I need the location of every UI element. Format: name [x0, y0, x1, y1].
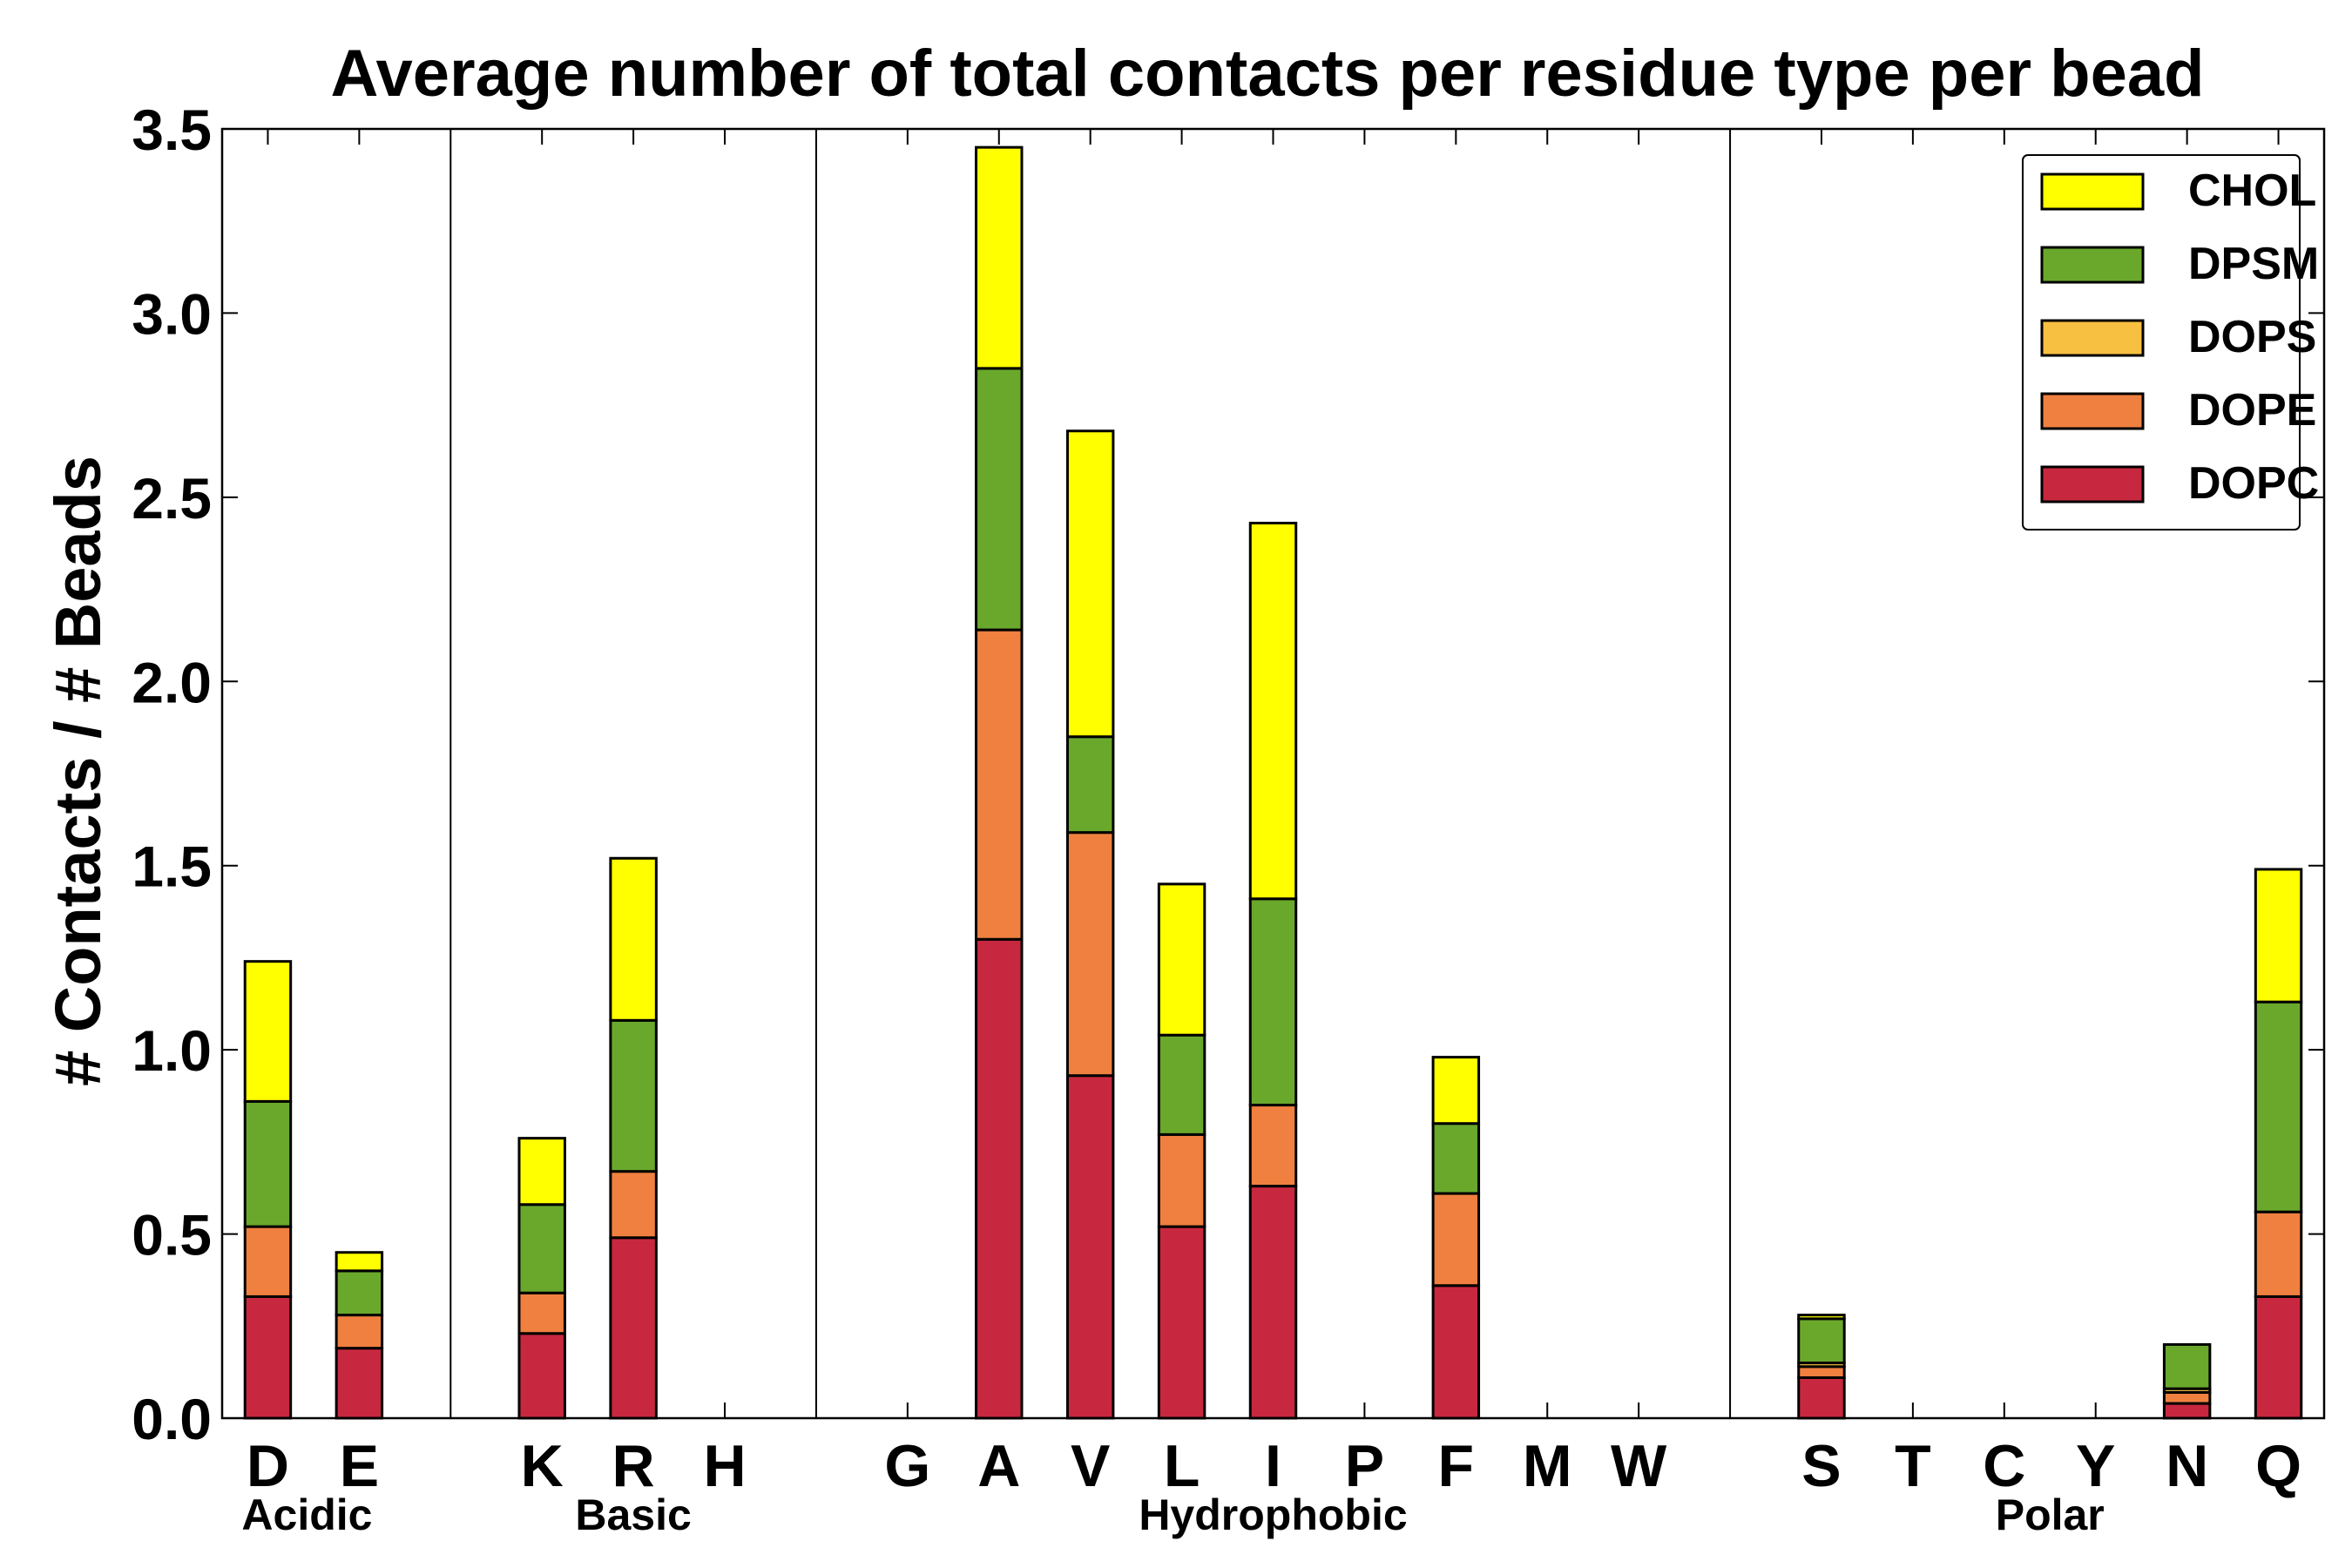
bar-segment-dpsm: [517, 1203, 566, 1294]
x-tick-label: C: [1983, 1433, 2025, 1499]
bar-segment-dopc: [2162, 1402, 2212, 1420]
bar-segment-chol: [1157, 882, 1206, 1037]
x-tick-label: A: [977, 1433, 1020, 1499]
legend-label-dopc: DOPC: [2188, 458, 2319, 509]
bar-segment-dpsm: [1157, 1033, 1206, 1136]
y-tick-label: 1.0: [132, 1018, 212, 1083]
bar-segment-dope: [1248, 1104, 1298, 1188]
bar-segment-dope: [335, 1314, 384, 1350]
x-tick-label: E: [340, 1433, 379, 1499]
bar-segment-dpsm: [1431, 1122, 1481, 1195]
bar-segment-chol: [243, 960, 293, 1103]
y-axis-label: # Contacts / # Beads: [42, 456, 114, 1086]
bar-segment-dopc: [1248, 1185, 1298, 1420]
y-tick-label: 3.0: [132, 281, 212, 346]
bar-segment-chol: [517, 1137, 566, 1206]
legend-swatch-dope: [2040, 392, 2145, 430]
bar-segment-dopc: [2254, 1294, 2303, 1420]
x-tick-label: V: [1071, 1433, 1110, 1499]
bar-segment-dope: [1431, 1192, 1481, 1288]
legend-swatch-dpsm: [2040, 246, 2145, 284]
group-label: Basic: [575, 1490, 691, 1539]
group-label: Polar: [1996, 1490, 2105, 1539]
legend-label-dope: DOPE: [2188, 385, 2316, 436]
legend-swatch-dops: [2040, 319, 2145, 357]
x-tick-label: T: [1895, 1433, 1931, 1499]
bar-segment-dope: [517, 1291, 566, 1335]
y-tick-label: 3.5: [132, 98, 212, 162]
y-tick-label: 0.5: [132, 1203, 212, 1267]
bar-segment-dpsm: [1248, 897, 1298, 1107]
bar-segment-dopc: [335, 1347, 384, 1420]
bar-segment-chol: [335, 1251, 384, 1273]
x-tick-label: Y: [2076, 1433, 2115, 1499]
bar-segment-dope: [609, 1170, 658, 1240]
x-tick-label: W: [1611, 1433, 1667, 1499]
x-tick-label: R: [612, 1433, 655, 1499]
bar-segment-chol: [1431, 1056, 1481, 1125]
bar-segment-chol: [609, 856, 658, 1022]
bar-segment-dpsm: [1797, 1317, 1846, 1365]
x-tick-label: M: [1523, 1433, 1572, 1499]
x-tick-label: D: [247, 1433, 289, 1499]
y-tick-label: 0.0: [132, 1387, 212, 1451]
bar-segment-chol: [1797, 1314, 1846, 1321]
bar-segment-chol: [2254, 868, 2303, 1004]
bar-segment-dpsm: [335, 1269, 384, 1317]
chart-title: Average number of total contacts per res…: [330, 37, 2204, 111]
bar-segment-dpsm: [1065, 735, 1115, 835]
bar-segment-dpsm: [2162, 1342, 2212, 1390]
bar-segment-dope: [2254, 1210, 2303, 1298]
bar-segment-chol: [975, 145, 1024, 370]
legend-swatch-chol: [2040, 172, 2145, 211]
bar-segment-dpsm: [609, 1018, 658, 1173]
bar-segment-dopc: [1065, 1074, 1115, 1420]
bar-segment-dopc: [1797, 1375, 1846, 1420]
bar-segment-dope: [2162, 1390, 2212, 1405]
x-tick-label: N: [2166, 1433, 2208, 1499]
bar-segment-dopc: [975, 937, 1024, 1420]
legend-swatch-dopc: [2040, 465, 2145, 504]
group-label: Acidic: [241, 1490, 372, 1539]
bar-segment-dopc: [243, 1294, 293, 1420]
legend-label-dops: DOPS: [2188, 312, 2316, 362]
x-tick-label: P: [1345, 1433, 1384, 1499]
bar-segment-chol: [1248, 521, 1298, 901]
x-tick-label: I: [1265, 1433, 1281, 1499]
x-tick-label: G: [884, 1433, 930, 1499]
x-tick-label: S: [1801, 1433, 1841, 1499]
bar-segment-dpsm: [2254, 1000, 2303, 1213]
bar-segment-dopc: [1431, 1284, 1481, 1420]
y-tick-label: 2.0: [132, 650, 212, 714]
bar-segment-dope: [1065, 831, 1115, 1078]
bar-segment-dope: [1157, 1132, 1206, 1228]
legend-label-chol: CHOL: [2188, 166, 2316, 216]
x-tick-label: F: [1438, 1433, 1475, 1499]
bar-segment-dopc: [1157, 1225, 1206, 1420]
y-tick-label: 1.5: [132, 835, 212, 899]
x-tick-label: K: [521, 1433, 564, 1499]
bar-segment-dopc: [517, 1332, 566, 1420]
group-label: Hydrophobic: [1139, 1490, 1407, 1539]
bar-segment-dope: [243, 1225, 293, 1298]
bar-segment-dpsm: [243, 1099, 293, 1228]
bar-segment-dopc: [609, 1236, 658, 1420]
bar-segment-chol: [1065, 429, 1115, 739]
x-tick-label: L: [1164, 1433, 1200, 1499]
y-tick-label: 2.5: [132, 466, 212, 531]
bar-segment-dope: [975, 628, 1024, 941]
x-tick-label: Q: [2255, 1433, 2301, 1499]
bar-segment-dpsm: [975, 367, 1024, 632]
legend-label-dpsm: DPSM: [2188, 239, 2319, 289]
x-tick-label: H: [703, 1433, 746, 1499]
bar-segment-dope: [1797, 1365, 1846, 1379]
